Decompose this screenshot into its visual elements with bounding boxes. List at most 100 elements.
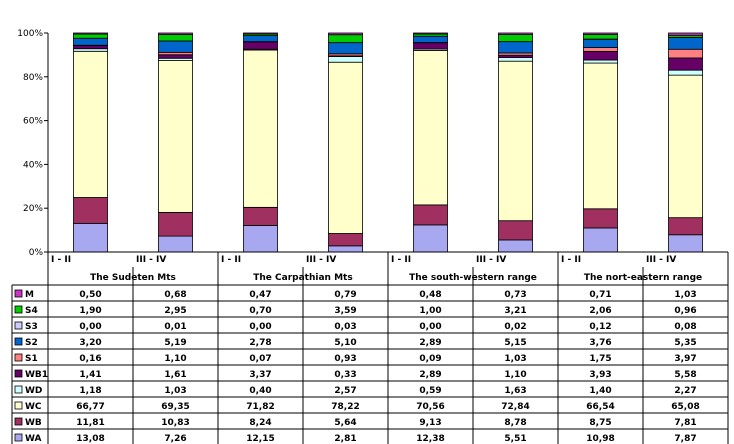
data-cell: 0,40 (249, 386, 271, 396)
bar-segment-wc (158, 60, 193, 213)
data-cell: 65,08 (671, 402, 699, 412)
data-cell: 2,81 (334, 434, 356, 444)
data-cell: 1,10 (504, 370, 526, 380)
data-cell: 0,07 (249, 354, 271, 364)
legend-key-wb1 (14, 369, 23, 378)
data-cell: 2,95 (164, 306, 186, 316)
bar-segment-wb1 (243, 41, 278, 50)
legend-label: S1 (25, 354, 38, 364)
data-cell: 2,06 (589, 306, 611, 316)
data-cell: 13,08 (76, 434, 104, 444)
y-tick-label: 100% (17, 29, 43, 39)
data-cell: 0,70 (249, 306, 271, 316)
legend-label: WA (25, 434, 42, 444)
data-cell: 3,59 (334, 306, 356, 316)
bar-segment-s2 (73, 37, 108, 46)
y-axis: 0% 20% 40% 60% 80% 100% (17, 29, 49, 258)
x-category-label: III - IV (646, 255, 676, 265)
legend-label: M (25, 290, 34, 300)
data-cell: 7,87 (674, 434, 696, 444)
bar-segment-s2 (243, 35, 278, 43)
data-cell: 0,50 (79, 290, 101, 300)
x-category-label: III - IV (306, 255, 336, 265)
bar-segment-wb (668, 217, 703, 236)
bar-segment-m (583, 32, 618, 35)
bar-segment-wb (498, 220, 533, 241)
bar-segment-wc (328, 61, 363, 234)
bar-segment-s4 (498, 34, 533, 43)
legend-label: S3 (25, 322, 38, 332)
data-cell: 0,00 (249, 322, 271, 332)
bar-segment-m (413, 32, 448, 35)
data-cell: 2,89 (419, 370, 441, 380)
legend-label: WD (25, 386, 42, 396)
bar-segment-wd (498, 57, 533, 62)
data-cell: 1,00 (419, 306, 441, 316)
legend-key-s2 (14, 337, 23, 346)
bar-segment-wa (158, 235, 193, 253)
bar-segment-wc (243, 49, 278, 208)
data-cell: 0,02 (504, 322, 526, 332)
data-cell: 3,93 (589, 370, 611, 380)
data-cell: 0,00 (419, 322, 441, 332)
data-cell: 2,89 (419, 338, 441, 348)
bar-segment-wb (413, 204, 448, 226)
data-cell: 0,33 (334, 370, 356, 380)
legend-key-s1 (14, 353, 23, 362)
bar-stacks (73, 32, 703, 253)
data-cell: 1,75 (589, 354, 611, 364)
data-cell: 0,01 (164, 322, 186, 332)
data-cell: 71,82 (246, 402, 274, 412)
legend-key-wb (14, 417, 23, 426)
data-cell: 3,21 (504, 306, 526, 316)
legend-label: S2 (25, 338, 38, 348)
legend-key-m (14, 289, 23, 298)
data-cell: 72,84 (501, 402, 529, 412)
data-cell: 78,22 (331, 402, 359, 412)
data-cell: 3,37 (249, 370, 271, 380)
data-cell: 12,38 (416, 434, 444, 444)
data-cell: 12,15 (246, 434, 274, 444)
data-cell: 0,71 (589, 290, 611, 300)
bar-segment-s2 (583, 38, 618, 48)
data-cell: 66,77 (76, 402, 104, 412)
data-cell: 0,79 (334, 290, 356, 300)
bar-segment-wa (73, 222, 108, 253)
bar-segment-wd (328, 56, 363, 63)
data-cell: 0,16 (79, 354, 101, 364)
data-cell: 5,64 (334, 418, 356, 428)
bar-segment-m (158, 32, 193, 35)
bar-segment-wc (583, 62, 618, 210)
data-cell: 1,40 (589, 386, 611, 396)
data-cell: 7,81 (674, 418, 696, 428)
data-cell: 70,56 (416, 402, 444, 412)
x-category-label: III - IV (476, 255, 506, 265)
bar-segment-s2 (668, 37, 703, 50)
y-tick-label: 80% (23, 73, 43, 83)
data-cell: 1,41 (79, 370, 101, 380)
x-group-label: The south-western range (409, 273, 537, 283)
bar-segment-s1 (583, 47, 618, 52)
bar-segment-wb1 (413, 42, 448, 50)
data-cell: 1,90 (79, 306, 101, 316)
bar-segment-wc (668, 74, 703, 219)
data-cell: 1,03 (674, 290, 696, 300)
bar-segment-wa (498, 239, 533, 253)
data-cell: 2,57 (334, 386, 356, 396)
bar-segment-wa (583, 227, 618, 253)
data-cell: 0,47 (249, 290, 271, 300)
data-cell: 7,26 (164, 434, 186, 444)
bar-segment-s2 (328, 42, 363, 55)
bar-segment-m (73, 32, 108, 35)
data-cell: 8,78 (504, 418, 526, 428)
data-cell: 5,15 (504, 338, 526, 348)
data-cell: 0,59 (419, 386, 441, 396)
data-cell: 66,54 (586, 402, 614, 412)
bar-segment-wa (668, 234, 703, 253)
bar-segment-wc (413, 49, 448, 206)
data-cell: 0,00 (79, 322, 101, 332)
x-group-label: The Sudeten Mts (90, 273, 176, 283)
data-cell: 10,83 (161, 418, 189, 428)
data-cell: 11,81 (76, 418, 104, 428)
